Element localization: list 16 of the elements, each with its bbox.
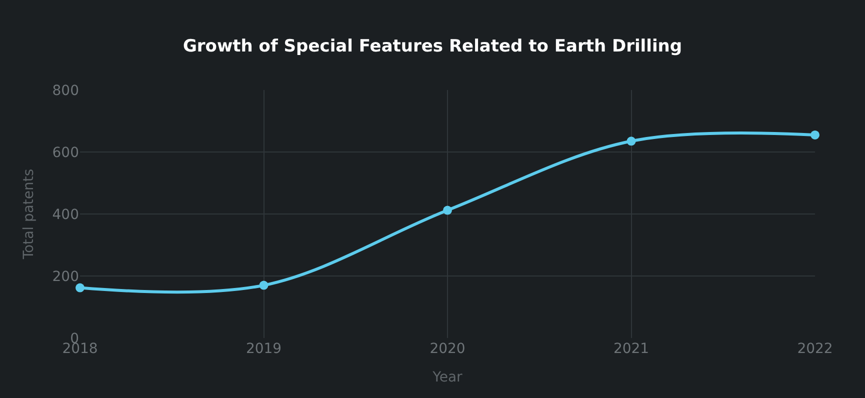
point xyxy=(76,283,84,292)
y-axis-title: Total patents xyxy=(20,168,37,260)
y-tick-label: 200 xyxy=(52,268,79,285)
x-tick-label: 2022 xyxy=(797,341,833,357)
y-tick-label: 400 xyxy=(52,206,79,223)
x-tick-label: 2019 xyxy=(246,341,282,357)
point xyxy=(626,136,636,146)
x-tick-label: 2021 xyxy=(613,341,650,357)
chart-title: Growth of Special Features Related to Earth Drilling xyxy=(182,36,682,57)
x-tick-label: 2020 xyxy=(430,341,466,357)
point xyxy=(259,280,268,290)
point xyxy=(443,206,452,215)
point xyxy=(810,130,820,140)
y-tick-label: 800 xyxy=(52,82,79,99)
x-axis-title: Year xyxy=(432,369,463,386)
y-tick-label: 600 xyxy=(52,144,79,161)
